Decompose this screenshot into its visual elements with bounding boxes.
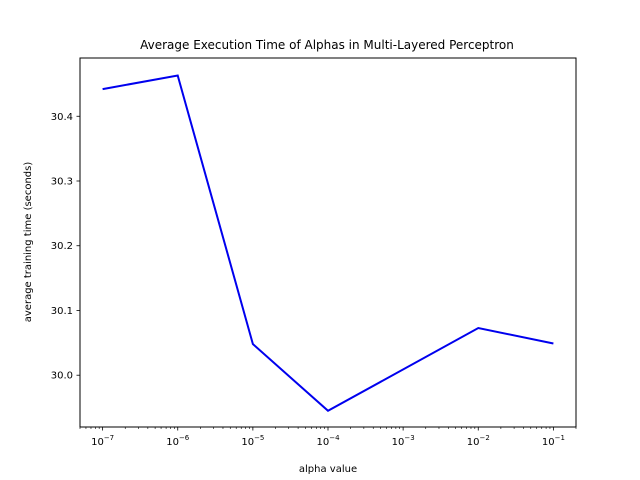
x-tick-label: 10−2 — [467, 434, 490, 448]
y-tick-label: 30.0 — [51, 371, 73, 382]
x-tick-label-exponent: −1 — [555, 434, 565, 442]
chart-title: Average Execution Time of Alphas in Mult… — [140, 38, 514, 52]
x-tick-label-exponent: −3 — [404, 434, 414, 442]
x-tick-label: 10−4 — [316, 434, 340, 448]
x-tick-label-base: 10 — [392, 437, 405, 448]
y-tick-label: 30.4 — [51, 112, 73, 123]
x-tick-label-exponent: −5 — [254, 434, 264, 442]
x-tick-label-base: 10 — [166, 437, 179, 448]
x-tick-label-base: 10 — [467, 437, 480, 448]
y-tick-label: 30.2 — [51, 241, 73, 252]
x-tick-label-base: 10 — [542, 437, 555, 448]
series-line — [102, 74, 554, 413]
x-tick-label-exponent: −2 — [479, 434, 489, 442]
x-tick-label-exponent: −4 — [329, 434, 340, 442]
y-tick-label: 30.1 — [51, 306, 73, 317]
x-tick-label: 10−1 — [542, 434, 565, 448]
y-tick-label: 30.3 — [51, 177, 73, 188]
x-tick-label-exponent: −6 — [179, 434, 190, 442]
plot-layer: 10−7 10−6 10−5 10−4 10−3 10−2 10−130.030.130.2… — [51, 74, 577, 448]
x-tick-label-base: 10 — [316, 437, 329, 448]
x-tick-label: 10−3 — [392, 434, 415, 448]
x-tick-label-base: 10 — [241, 437, 254, 448]
x-tick-label-base: 10 — [91, 437, 104, 448]
x-axis-label: alpha value — [299, 464, 357, 475]
x-tick-label: 10−6 — [166, 434, 190, 448]
x-tick-label-exponent: −7 — [104, 434, 114, 442]
plot-frame — [79, 57, 577, 428]
x-tick-label: 10−5 — [241, 434, 264, 448]
y-axis-label: average training time (seconds) — [23, 162, 34, 323]
x-tick-label: 10−7 — [91, 434, 114, 448]
